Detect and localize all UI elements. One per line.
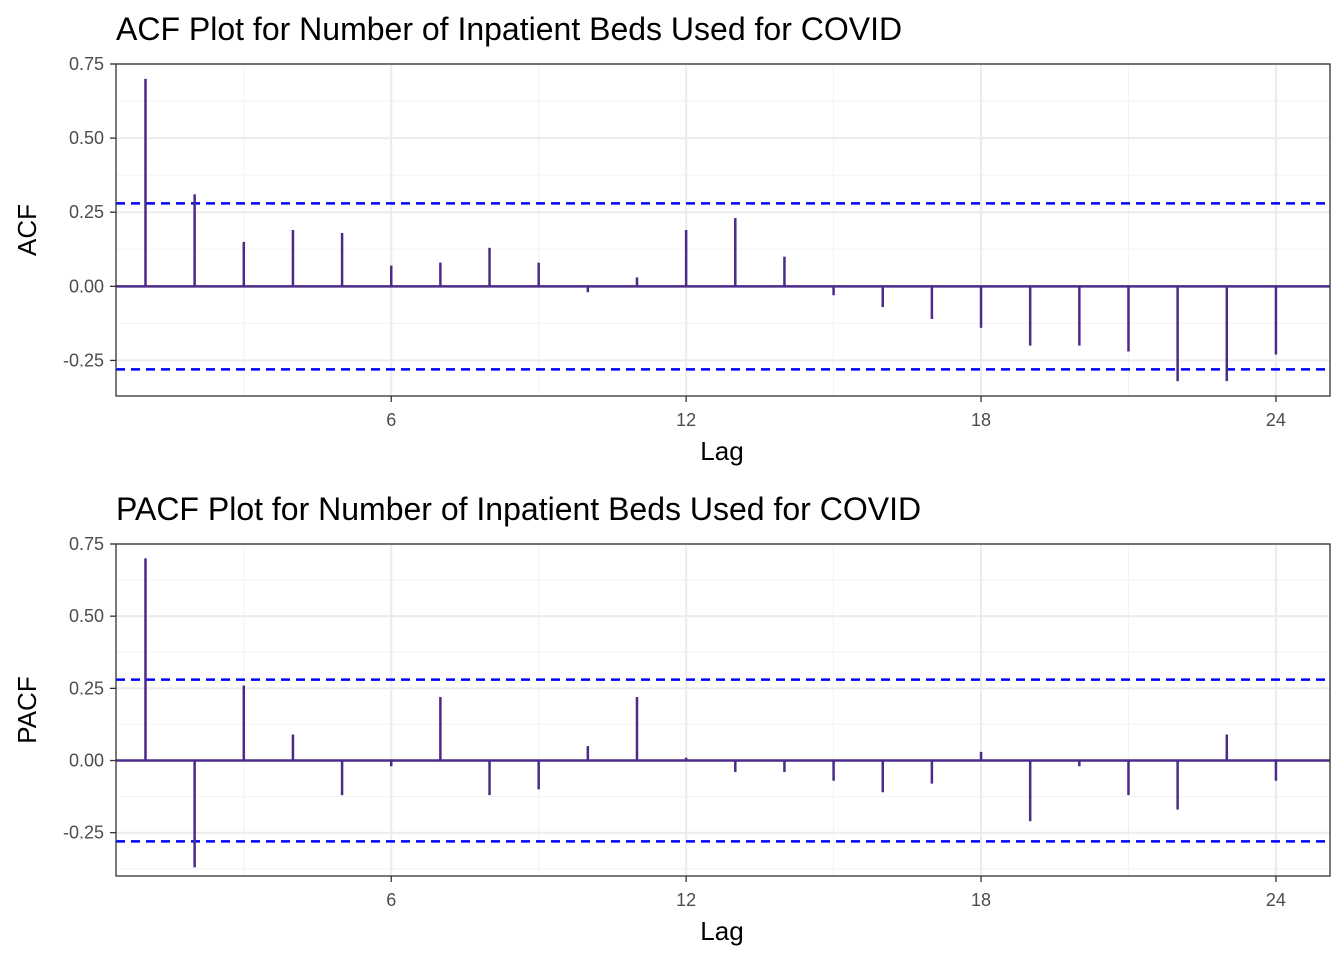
acf-plot-background [116,64,1330,396]
pacf-x-tick-label: 12 [676,890,696,910]
pacf-y-tick-label: 0.50 [69,606,104,626]
acf-x-tick-label: 24 [1266,410,1286,430]
acf-plot-area [116,63,1330,396]
acf-y-tick-label: 0.75 [69,54,104,74]
acf-x-tick-label: 18 [971,410,991,430]
pacf-x-tick-label: 18 [971,890,991,910]
acf-y-tick-label: 0.00 [69,276,104,296]
pacf-y-tick-label: -0.25 [63,823,104,843]
pacf-plot-background [116,544,1330,876]
acf-x-tick-label: 6 [386,410,396,430]
acf-panel: ACF Plot for Number of Inpatient Beds Us… [12,11,1331,466]
pacf-chart: PACF Plot for Number of Inpatient Beds U… [12,491,1331,946]
acf-y-tick-label: 0.25 [69,202,104,222]
pacf-y-tick-label: 0.25 [69,678,104,698]
acf-y-tick-label: -0.25 [63,350,104,370]
acf-title: ACF Plot for Number of Inpatient Beds Us… [116,11,902,47]
acf-x-axis-label: Lag [700,436,743,466]
acf-y-tick-label: 0.50 [69,128,104,148]
pacf-panel: PACF Plot for Number of Inpatient Beds U… [0,480,1344,960]
pacf-x-tick-label: 6 [386,890,396,910]
pacf-y-tick-label: 0.00 [69,751,104,771]
pacf-x-axis-label: Lag [700,916,743,946]
acf-y-axis-label: ACF [12,204,42,256]
acf-panel-border [115,63,1331,397]
pacf-panel-border [115,543,1331,877]
acf-x-tick-label: 12 [676,410,696,430]
pacf-y-axis-label: PACF [12,676,42,743]
pacf-plot-area [116,543,1330,876]
pacf-y-tick-label: 0.75 [69,534,104,554]
acf-chart: ACF Plot for Number of Inpatient Beds Us… [12,11,1331,466]
pacf-title: PACF Plot for Number of Inpatient Beds U… [116,491,921,527]
pacf-x-tick-label: 24 [1266,890,1286,910]
